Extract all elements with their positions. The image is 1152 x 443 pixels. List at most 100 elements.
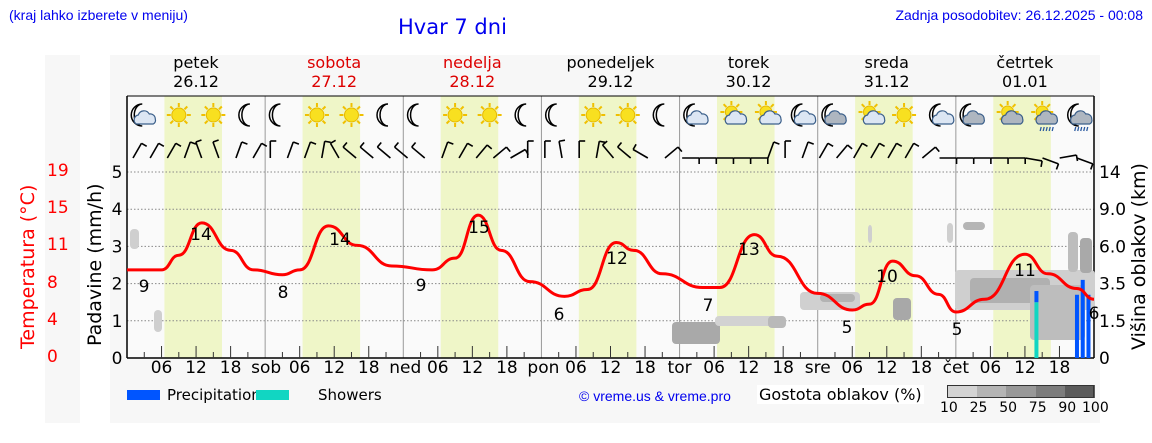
cloud-patch bbox=[130, 229, 139, 249]
cloud-height-tick: 14 bbox=[1099, 163, 1121, 183]
moon-icon bbox=[238, 103, 250, 127]
x-tick-label: 06 bbox=[703, 358, 725, 378]
wind-barb-icon bbox=[801, 141, 809, 159]
x-tick-label: 18 bbox=[357, 358, 380, 378]
density-scale-label: 100 bbox=[1082, 400, 1109, 416]
rain-icon bbox=[1080, 126, 1083, 132]
sun-icon bbox=[477, 103, 502, 127]
temperature-value: 13 bbox=[738, 240, 760, 260]
day-header: sobota 27.12 bbox=[307, 53, 362, 91]
cloud-icon bbox=[931, 110, 955, 125]
density-scale-label: 90 bbox=[1058, 400, 1077, 416]
wind-barb-icon bbox=[1042, 157, 1059, 165]
density-swatch bbox=[1065, 385, 1095, 398]
temperature-tick: 4 bbox=[47, 309, 58, 330]
cloud-patch bbox=[768, 316, 786, 328]
temperature-value: 14 bbox=[329, 230, 351, 250]
wind-barb-icon bbox=[342, 146, 357, 159]
cloud-patch bbox=[1030, 285, 1085, 340]
temperature-tick: 19 bbox=[47, 161, 69, 181]
x-tick-label: 18 bbox=[1048, 358, 1071, 378]
cloud-patch bbox=[1080, 238, 1092, 273]
density-swatch bbox=[976, 385, 1007, 398]
x-tick-label: 12 bbox=[1014, 358, 1036, 378]
precipitation-legend-label: Precipitation bbox=[167, 386, 261, 404]
density-scale-label: 75 bbox=[1028, 400, 1047, 416]
x-tick-label: 06 bbox=[150, 358, 173, 378]
temperature-value: 5 bbox=[952, 320, 963, 340]
wind-barb-icon bbox=[286, 141, 295, 159]
wind-barb-icon bbox=[510, 148, 526, 159]
cloud-height-tick: 0 bbox=[1099, 349, 1110, 369]
density-scale-label: 25 bbox=[969, 400, 988, 416]
cloud-patch bbox=[672, 322, 720, 344]
wind-barb-icon bbox=[166, 142, 177, 159]
cloud-patch bbox=[963, 222, 985, 230]
cloud-icon bbox=[759, 110, 782, 125]
cloud-density-label: Gostota oblakov (%) bbox=[757, 385, 924, 404]
wind-barb-icon bbox=[595, 141, 601, 159]
wind-barb-icon bbox=[303, 141, 312, 159]
wind-barb-icon bbox=[632, 148, 649, 159]
precipitation-tick: 5 bbox=[112, 163, 123, 183]
x-tick-label: 06 bbox=[288, 358, 311, 378]
sun-icon bbox=[304, 103, 329, 127]
temperature-value: 15 bbox=[468, 218, 490, 238]
rain-icon bbox=[1051, 126, 1054, 132]
rain-icon bbox=[1083, 126, 1086, 132]
temperature-value: 9 bbox=[416, 276, 427, 296]
x-tick-label: 12 bbox=[875, 358, 898, 378]
copyright-link[interactable]: © vreme.us & vreme.pro bbox=[579, 388, 731, 404]
temperature-tick: 0 bbox=[47, 347, 58, 367]
precipitation-tick: 2 bbox=[112, 275, 123, 295]
x-tick-label: 12 bbox=[323, 358, 346, 378]
wind-barb-icon bbox=[887, 142, 898, 159]
temperature-value: 7 bbox=[703, 296, 714, 316]
sun-icon bbox=[581, 103, 606, 127]
x-tick-label: čet bbox=[942, 358, 970, 378]
precipitation-legend-swatch bbox=[127, 390, 160, 400]
cloud-icon bbox=[1070, 110, 1093, 125]
rain-icon bbox=[1077, 126, 1080, 132]
rain-icon bbox=[1048, 126, 1051, 132]
wind-barb-icon bbox=[394, 146, 409, 159]
cloud-icon bbox=[793, 110, 817, 125]
cloud-icon bbox=[824, 110, 847, 125]
daylight-band bbox=[164, 96, 222, 358]
sun-icon bbox=[166, 103, 191, 127]
cloud-icon bbox=[1000, 110, 1024, 125]
temperature-tick: 15 bbox=[47, 198, 69, 219]
cloud-patch bbox=[1068, 232, 1078, 272]
cloud-height-tick: 9.0 bbox=[1099, 200, 1126, 220]
x-tick-label: 06 bbox=[565, 358, 587, 378]
cloud-icon bbox=[962, 110, 985, 125]
temperature-tick: 8 bbox=[47, 272, 58, 293]
wind-barb-icon bbox=[558, 141, 563, 159]
location-hint[interactable]: (kraj lahko izberete v meniju) bbox=[9, 7, 188, 23]
wind-barb-icon bbox=[411, 146, 426, 159]
temperature-value: 6 bbox=[554, 305, 565, 325]
cloud-icon bbox=[133, 110, 157, 125]
wind-barb-icon bbox=[132, 142, 143, 159]
rain-icon bbox=[1045, 126, 1048, 132]
wind-barb-icon bbox=[475, 144, 488, 159]
day-header: petek 26.12 bbox=[173, 53, 219, 91]
temp-axis-panel bbox=[45, 55, 80, 423]
wind-barb-icon bbox=[1076, 157, 1094, 165]
showers-legend-label: Showers bbox=[318, 386, 382, 404]
day-header: ponedeljek 29.12 bbox=[566, 53, 655, 91]
density-scale-label: 50 bbox=[999, 400, 1018, 416]
cloud-patch bbox=[154, 310, 162, 332]
rain-icon bbox=[1086, 126, 1089, 132]
wind-barb-icon bbox=[921, 146, 936, 159]
temperature-value: 8 bbox=[278, 283, 289, 303]
wind-barb-icon bbox=[617, 146, 632, 159]
sun-icon bbox=[201, 103, 226, 127]
temperature-value: 12 bbox=[606, 249, 628, 269]
x-tick-label: 18 bbox=[772, 358, 794, 378]
wind-barb-icon bbox=[149, 142, 160, 159]
sun-icon bbox=[443, 103, 468, 127]
temperature-value: 14 bbox=[190, 225, 212, 245]
cloud-icon bbox=[1035, 110, 1059, 125]
daylight-band bbox=[716, 96, 775, 358]
